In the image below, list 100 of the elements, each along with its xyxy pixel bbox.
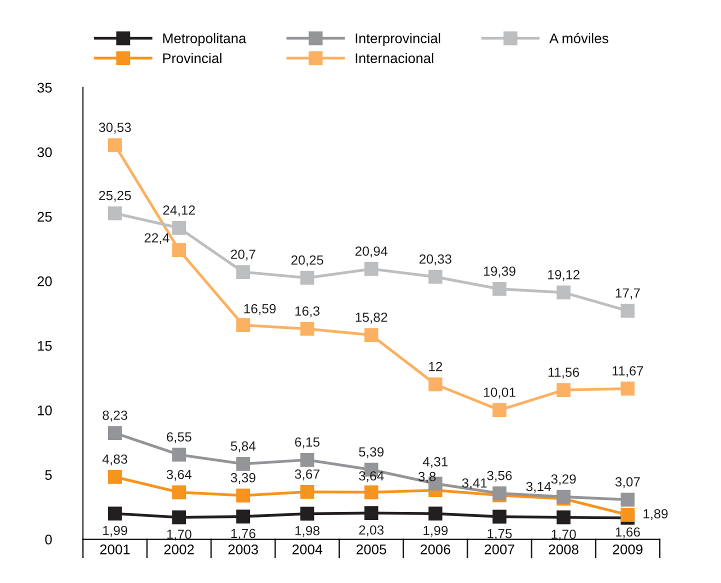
point — [556, 510, 571, 524]
y-tick-label: 35 — [37, 82, 52, 93]
data-label: 1,99 — [103, 526, 128, 537]
data-label: 10,01 — [484, 388, 516, 398]
data-label: 3,07 — [615, 477, 640, 488]
point — [172, 485, 186, 500]
data-label: 1,75 — [488, 529, 512, 540]
point — [108, 506, 122, 521]
data-label: 20,25 — [291, 255, 324, 266]
y-tick-label: 25 — [38, 212, 52, 222]
data-label: 1,66 — [616, 527, 640, 538]
data-label: 1,98 — [295, 526, 320, 537]
x-tick-label: 2006 — [420, 544, 450, 554]
data-label: 3,67 — [294, 469, 320, 480]
data-label: 19,39 — [484, 266, 516, 278]
data-label: 16,3 — [295, 306, 320, 318]
data-label: 1,70 — [552, 530, 576, 540]
y-tick-label: 0 — [45, 534, 52, 544]
data-label: 12 — [429, 362, 442, 372]
legend-label: Provincial — [163, 52, 222, 64]
y-tick-label: 30 — [37, 147, 52, 158]
legend-label: Internacional — [356, 52, 434, 64]
data-label: 6,15 — [295, 437, 320, 448]
data-label: 17,7 — [616, 288, 640, 300]
point — [428, 506, 442, 521]
data-label: 1,89 — [644, 509, 668, 520]
point — [108, 206, 122, 220]
data-label: 5,39 — [359, 447, 384, 458]
data-label: 4,31 — [422, 457, 448, 468]
x-tick-label: 2007 — [484, 544, 514, 554]
point — [108, 470, 122, 484]
x-tick-label: 2009 — [612, 544, 642, 554]
x-tick-label: 2003 — [228, 544, 258, 554]
data-label: 25,25 — [99, 190, 131, 202]
point — [300, 484, 314, 499]
data-label: 15,82 — [356, 312, 388, 324]
point — [172, 448, 186, 462]
point — [236, 318, 250, 332]
point — [620, 508, 635, 522]
data-label: 16,59 — [244, 304, 276, 315]
data-label: 11,56 — [548, 368, 580, 378]
point — [428, 377, 442, 392]
data-label: 5,84 — [230, 441, 256, 452]
x-tick-label: 2005 — [356, 544, 386, 554]
x-tick-label: 2004 — [292, 544, 322, 554]
point — [620, 382, 635, 396]
point — [300, 270, 314, 285]
x-tick-label: 2008 — [548, 544, 578, 554]
point — [300, 506, 314, 521]
data-label: 30,53 — [98, 122, 131, 134]
point — [492, 510, 506, 524]
point — [364, 328, 378, 342]
data-label: 4,83 — [102, 454, 128, 466]
point — [236, 510, 250, 524]
legend-label: Interprovincial — [356, 33, 440, 46]
data-label: 3,41 — [462, 478, 487, 490]
point — [492, 282, 506, 296]
x-tick-label: 2002 — [164, 544, 194, 554]
data-label: 19,12 — [548, 270, 580, 281]
point — [300, 452, 314, 467]
point — [108, 426, 122, 440]
data-label: 3,56 — [487, 470, 512, 482]
data-label: 24,12 — [163, 205, 195, 216]
point — [236, 265, 250, 279]
legend-label: A móviles — [549, 32, 608, 44]
point — [172, 220, 186, 235]
point — [556, 383, 571, 397]
data-label: 3,8 — [418, 472, 436, 483]
data-label: 3,29 — [551, 474, 576, 486]
y-tick-label: 5 — [45, 470, 52, 480]
point — [556, 286, 571, 300]
point — [428, 270, 442, 284]
data-label: 11,67 — [612, 366, 644, 378]
point — [364, 506, 378, 520]
point — [620, 492, 635, 507]
data-label: 20,33 — [420, 254, 452, 266]
point — [236, 456, 250, 471]
point — [300, 322, 314, 336]
point — [492, 403, 506, 417]
y-tick-label: 15 — [38, 341, 52, 351]
data-label: 3,14 — [526, 482, 552, 493]
data-label: 3,64 — [166, 470, 192, 481]
point — [172, 243, 186, 258]
data-label: 22,4 — [144, 233, 170, 244]
data-label: 1,70 — [167, 530, 192, 540]
data-label: 6,55 — [166, 432, 192, 444]
point — [620, 304, 635, 318]
data-label: 20,7 — [230, 250, 256, 260]
data-label: 1,99 — [424, 526, 448, 537]
y-tick-label: 10 — [38, 406, 52, 416]
y-tick-label: 20 — [38, 276, 52, 286]
point — [364, 262, 378, 276]
data-label: 8,23 — [102, 410, 128, 422]
data-label: 3,64 — [358, 471, 384, 482]
legend-label: Metropolitana — [163, 33, 246, 46]
point — [236, 488, 250, 502]
point — [364, 485, 378, 500]
data-label: 3,39 — [230, 473, 256, 484]
data-label: 1,76 — [231, 528, 256, 540]
data-label: 2,03 — [359, 525, 384, 536]
